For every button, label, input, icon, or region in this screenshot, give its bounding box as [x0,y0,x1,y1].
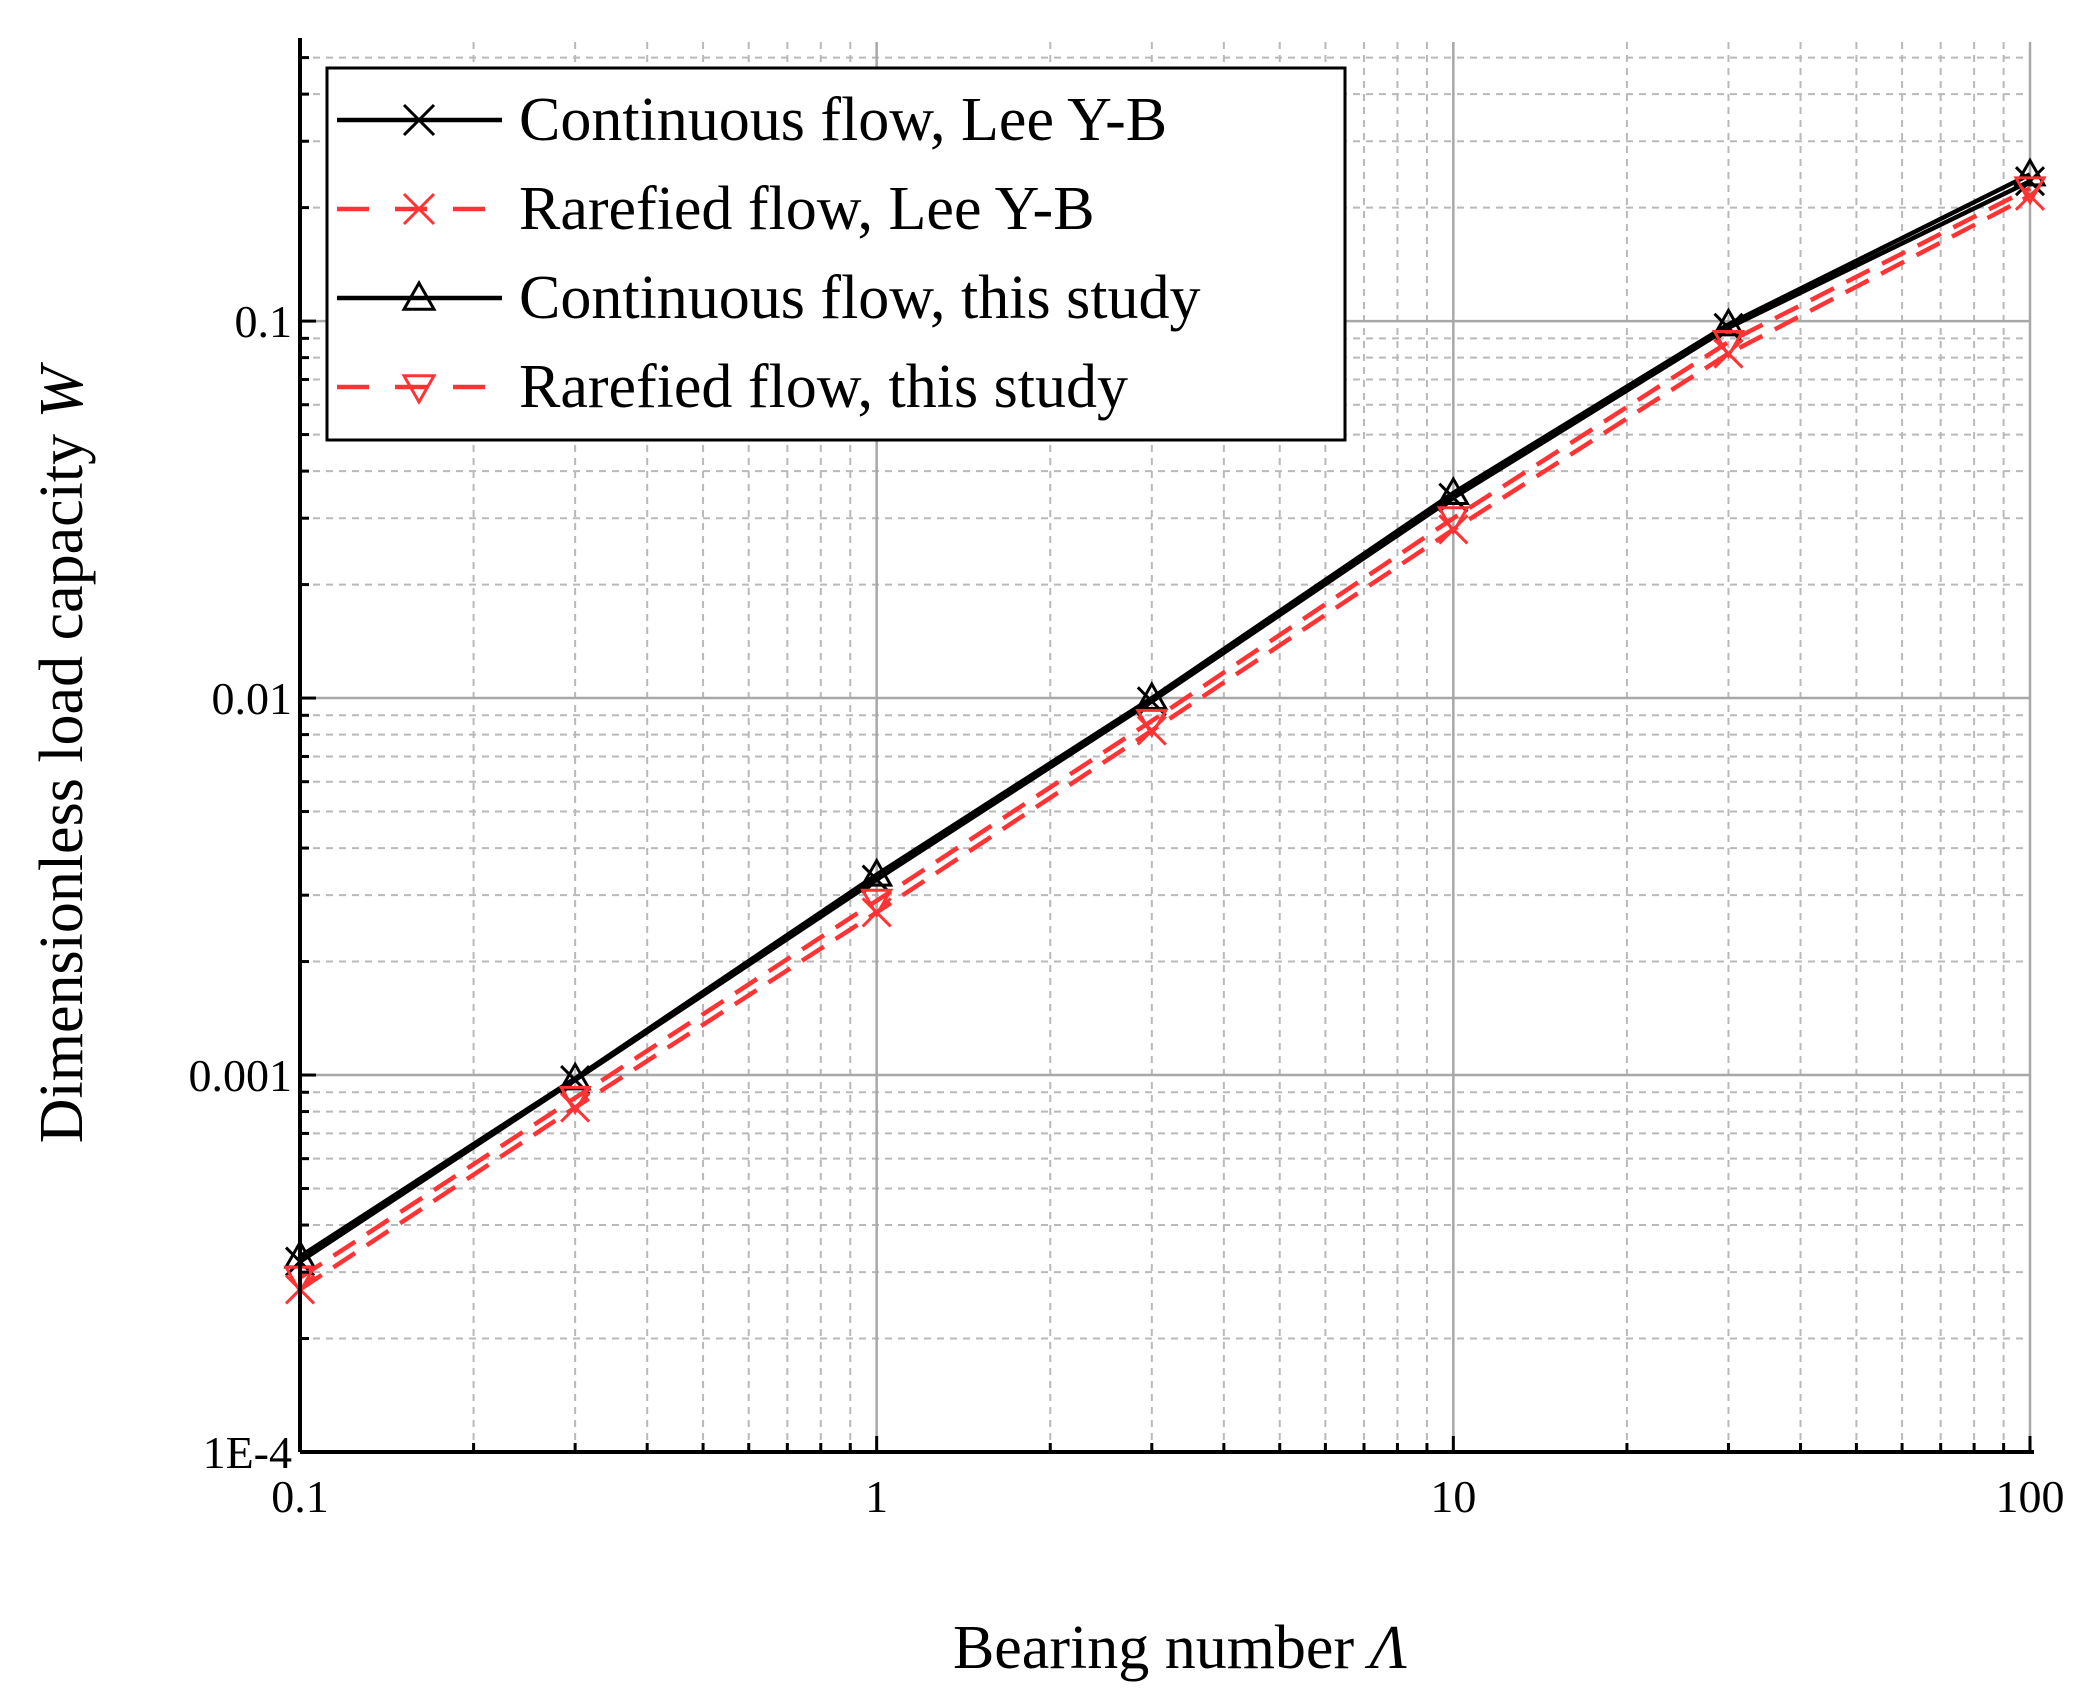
legend-entry-0: Continuous flow, Lee Y-B [337,86,1167,154]
legend-box [325,66,1347,442]
data-point-2-2 [860,857,894,887]
legend-label-0: Continuous flow, Lee Y-B [519,86,1167,154]
legend-marker-0 [402,103,436,137]
legend-label-3: Rarefied flow, this study [519,353,1128,421]
legend-label-2: Continuous flow, this study [519,264,1201,332]
series-line-3 [298,186,2032,1280]
legend-marker-1 [402,192,436,226]
y-tick-label: 0.01 [212,673,293,724]
x-axis-title: Bearing number Λ [953,1614,1408,1682]
data-point-0-6 [2014,166,2046,197]
series-3 [283,176,2047,1295]
tick-labels: 0.1 1 10 100 1E-4 0.001 0.01 0.1 [189,296,2065,1522]
data-point-3-1 [558,1085,592,1115]
legend-entry-1: Rarefied flow, Lee Y-B [337,175,1095,243]
data-point-3-5 [1711,330,1746,360]
series-layer [283,157,2047,1305]
legend-marker-3 [401,374,437,406]
y-axis-title: Dimensionless load capacity W [28,361,96,1143]
axes-layer [298,38,2034,1454]
y-axis-title-text: Dimensionless load capacity [28,418,96,1143]
data-point-2-4 [1436,475,1470,505]
legend-entry-2: Continuous flow, this study [337,264,1201,332]
data-point-2-1 [558,1061,592,1091]
legend-marker-2 [401,279,437,311]
y-axis-title-symbol: W [28,361,96,418]
legend-label-1: Rarefied flow, Lee Y-B [519,175,1095,243]
x-tick-label: 10 [1430,1471,1476,1522]
x-axis-title-symbol: Λ [1365,1614,1408,1682]
data-point-3-2 [860,888,894,918]
x-tick-label: 100 [1996,1471,2065,1522]
series-2 [283,157,2047,1269]
y-tick-label: 0.1 [235,296,293,347]
y-tick-label: 1E-4 [203,1427,292,1478]
series-line-2 [298,172,2032,1259]
data-point-2-5 [1711,307,1746,337]
ticks-layer [298,56,2032,1454]
data-point-3-6 [2013,176,2047,206]
data-point-2-3 [1135,681,1169,711]
x-tick-label: 0.1 [271,1471,329,1522]
data-point-2-6 [2013,157,2047,187]
legend: Continuous flow, Lee Y-B Rarefied flow, L… [325,66,1347,442]
y-tick-label: 0.001 [189,1050,293,1101]
data-point-3-3 [1135,708,1169,738]
x-axis-title-text: Bearing number [953,1614,1370,1682]
data-point-3-4 [1436,506,1470,536]
legend-entry-3: Rarefied flow, this study [337,353,1128,421]
x-tick-label: 1 [865,1471,888,1522]
